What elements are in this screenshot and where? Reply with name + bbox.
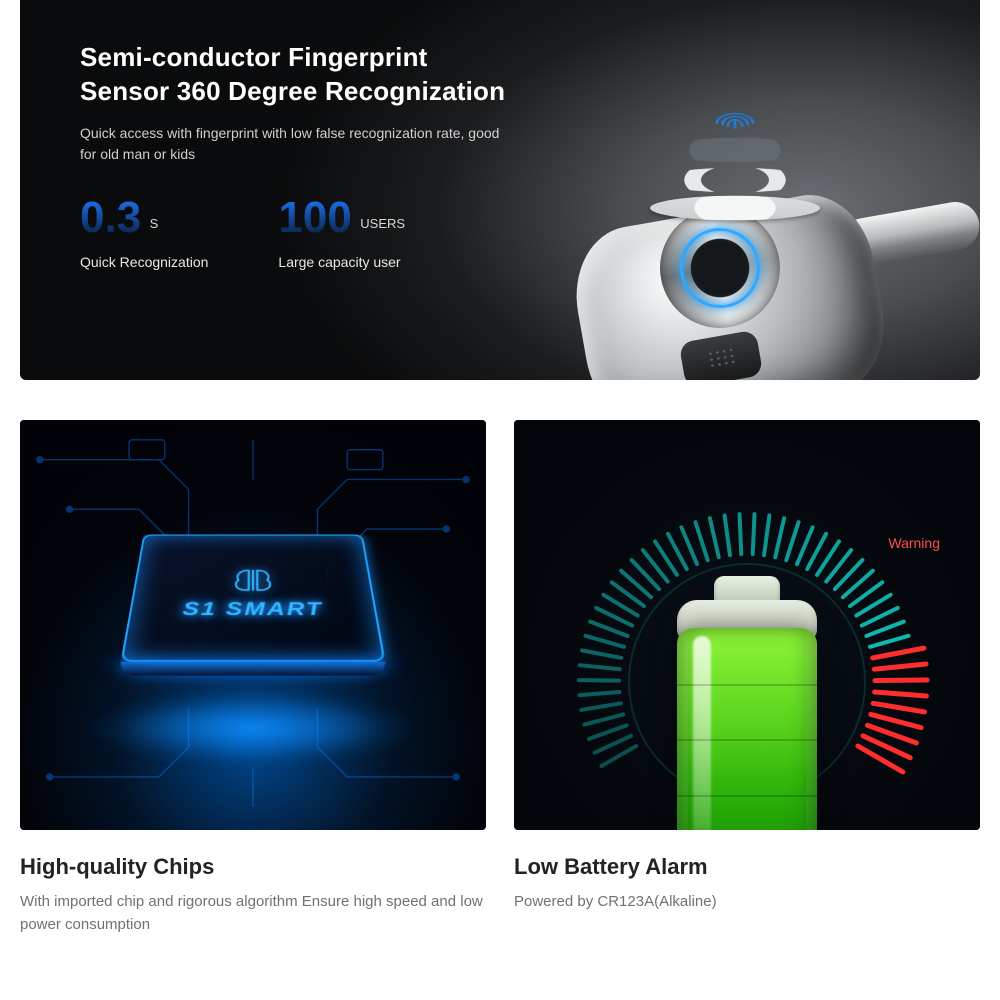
stat-users: 100 USERS Large capacity user [278, 196, 405, 270]
feature-cards: S1 SMART High-quality Chips With importe… [20, 420, 980, 937]
card-battery: Warning Low Battery Alarm Powered by CR1… [514, 420, 980, 937]
chip-floor-glow [20, 673, 486, 783]
hero-copy: Semi-conductor Fingerprint Sensor 360 De… [80, 40, 510, 270]
hero-title-line2: Sensor 360 Degree Recognization [80, 76, 505, 106]
fingerprint-icon [706, 107, 764, 132]
card-battery-visual: Warning [514, 420, 980, 830]
warning-label: Warning [888, 535, 940, 551]
layer-glass [663, 138, 808, 163]
battery-body [677, 628, 817, 830]
battery-segment [677, 684, 817, 686]
hero-title: Semi-conductor Fingerprint Sensor 360 De… [80, 40, 510, 109]
stat-value-0: 0.3 [80, 196, 141, 240]
layer-ring-mid [656, 168, 814, 193]
chip-label: S1 SMART [182, 599, 325, 621]
stat-label-1: Large capacity user [278, 254, 405, 270]
battery-segment [677, 795, 817, 797]
card-battery-desc: Powered by CR123A(Alkaline) [514, 890, 980, 913]
card-battery-title: Low Battery Alarm [514, 854, 980, 880]
card-chips: S1 SMART High-quality Chips With importe… [20, 420, 486, 937]
hero-panel: Semi-conductor Fingerprint Sensor 360 De… [20, 0, 980, 380]
stat-label-0: Quick Recognization [80, 254, 208, 270]
device-illustration [510, 90, 970, 380]
exploded-layers [635, 60, 835, 250]
battery-illustration [677, 600, 817, 830]
stat-recognition: 0.3 S Quick Recognization [80, 196, 208, 270]
battery-segment [677, 739, 817, 741]
stat-unit-0: S [150, 216, 159, 231]
card-chips-title: High-quality Chips [20, 854, 486, 880]
card-chips-desc: With imported chip and rigorous algorith… [20, 890, 486, 937]
chip-3d: S1 SMART [120, 534, 385, 661]
stat-unit-1: USERS [360, 216, 405, 231]
card-chips-visual: S1 SMART [20, 420, 486, 830]
brain-icon [230, 566, 276, 595]
layer-ring-base [650, 196, 820, 221]
stat-value-1: 100 [278, 196, 351, 240]
chip-edge [120, 662, 385, 676]
chip-top: S1 SMART [120, 534, 385, 661]
layer-fingerprint [660, 107, 810, 133]
hero-subtitle: Quick access with fingerprint with low f… [80, 123, 510, 166]
hero-title-line1: Semi-conductor Fingerprint [80, 42, 428, 72]
hero-stats: 0.3 S Quick Recognization 100 USERS Larg… [80, 196, 510, 270]
